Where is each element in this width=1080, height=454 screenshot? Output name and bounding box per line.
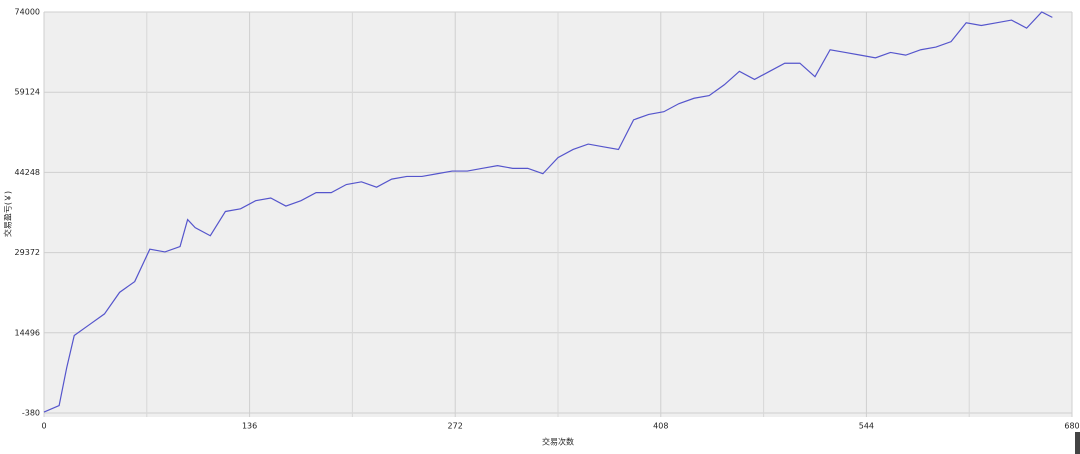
y-tick-label: 44248 [15,168,40,177]
x-tick-label: 544 [859,422,874,431]
y-tick-label: -380 [22,409,40,418]
x-tick-label: 0 [41,422,46,431]
x-tick-label: 408 [653,422,668,431]
x-axis-label: 交易次数 [542,437,574,447]
y-tick-label: 29372 [15,248,40,257]
y-tick-label: 74000 [15,8,40,17]
y-tick-label: 14496 [15,328,40,337]
data-line [43,11,1053,413]
x-tick-label: 272 [448,422,463,431]
scroll-handle[interactable] [1075,432,1080,454]
y-tick-label: 59124 [15,88,40,97]
x-tick-label: 680 [1064,422,1079,431]
y-axis-label: 交易盈亏(￥) [3,191,13,237]
x-tick-label: 136 [242,422,257,431]
